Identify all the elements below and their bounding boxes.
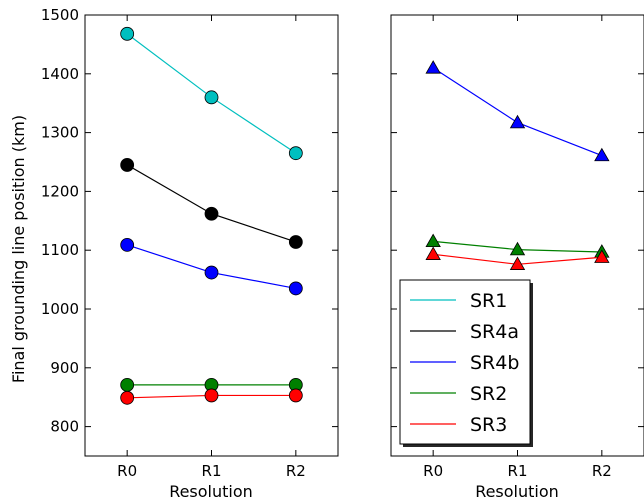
left-panel: 800 900 1000 1100 1200 1300 1400 1500 R0 R1 R2: [41, 6, 339, 480]
legend-label: SR2: [470, 383, 507, 405]
x-tick-label: R2: [592, 462, 612, 480]
data-point-sr1: [204, 90, 219, 105]
y-tick-label: 1500: [41, 6, 79, 24]
y-tick-label: 1400: [41, 65, 79, 83]
data-point-sr4b: [594, 147, 610, 162]
y-tick-label: 1300: [41, 124, 79, 142]
series-line-sr4b: [432, 67, 603, 157]
data-point-sr4a: [288, 235, 303, 249]
y-tick-label: 1100: [41, 241, 79, 259]
data-point-sr3: [594, 249, 610, 263]
data-point-sr3: [425, 246, 441, 260]
data-point-sr2: [509, 241, 526, 256]
series-line-sr4a: [126, 164, 297, 243]
left-x-axis-label: Resolution: [169, 482, 253, 501]
x-tick-label: R1: [202, 462, 222, 480]
data-point-sr4a: [120, 158, 135, 172]
data-point-sr4b: [204, 265, 219, 280]
y-tick-label: 900: [50, 359, 79, 377]
data-point-sr2: [120, 377, 135, 392]
legend-label: SR1: [470, 290, 507, 312]
data-point-sr4a: [204, 206, 219, 221]
y-tick-label: 1200: [41, 182, 79, 200]
y-axis-label: Final grounding line position (km): [9, 115, 28, 383]
right-x-axis-label: Resolution: [475, 482, 559, 501]
data-point-sr1: [120, 26, 135, 41]
x-tick-label: R1: [508, 462, 528, 480]
legend-label: SR4b: [470, 352, 519, 374]
data-point-sr3: [288, 388, 303, 403]
data-point-sr3: [204, 388, 219, 403]
x-tick-label: R0: [423, 462, 443, 480]
data-point-sr3: [509, 256, 526, 270]
legend: SR1 SR4a SR4b SR2 SR3: [399, 279, 533, 447]
x-tick-label: R2: [286, 462, 306, 480]
data-point-sr4b: [509, 114, 526, 129]
data-point-sr1: [288, 146, 303, 161]
data-point-sr3: [120, 390, 135, 405]
y-tick-label: 1000: [41, 300, 79, 318]
data-point-sr4b: [120, 238, 135, 252]
data-point-sr4b: [425, 60, 441, 74]
legend-label: SR3: [470, 414, 507, 436]
data-point-sr2: [425, 233, 441, 248]
x-tick-label: R0: [117, 462, 137, 480]
y-tick-label: 800: [50, 418, 79, 436]
data-point-sr4b: [288, 281, 303, 296]
legend-label: SR4a: [470, 321, 519, 343]
right-panel: R0 R1 R2: [390, 14, 644, 480]
